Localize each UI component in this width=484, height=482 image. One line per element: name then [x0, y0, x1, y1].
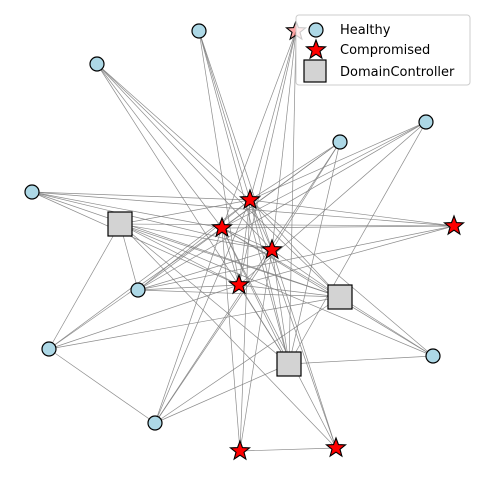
- legend-healthy-marker: [309, 23, 323, 37]
- node-healthy-h2: [90, 57, 104, 71]
- edge-h3-c1: [32, 192, 250, 200]
- edge-h1-c3: [199, 31, 272, 250]
- edge-h9-c2: [155, 228, 222, 423]
- edge-d1-c1: [120, 200, 250, 224]
- edge-d1-d3: [120, 224, 289, 364]
- edge-h2-c2: [97, 64, 222, 228]
- edge-h2-c1: [97, 64, 250, 200]
- edge-d1-d2: [120, 224, 340, 297]
- legend-compromised-label: Compromised: [340, 43, 430, 58]
- edge-h8-d1: [120, 224, 433, 356]
- edge-c7-c1: [250, 200, 336, 448]
- node-compromised-c4: [229, 275, 248, 293]
- edge-h7-h9: [49, 349, 155, 423]
- edge-layer: [32, 31, 454, 451]
- node-healthy-h9: [148, 416, 162, 430]
- node-dc-d3: [277, 352, 301, 376]
- edge-h2-d2: [97, 64, 340, 297]
- node-dc-d1: [108, 212, 132, 236]
- edge-h5-c1: [250, 122, 426, 200]
- edge-c6-c7: [240, 448, 336, 451]
- legend-domaincontroller-label: DomainController: [340, 65, 455, 80]
- node-healthy-h5: [419, 115, 433, 129]
- edge-h8-c1: [250, 200, 433, 356]
- node-dc-d2: [328, 285, 352, 309]
- edge-h4-d3: [289, 142, 340, 364]
- legend: Healthy Compromised DomainController: [296, 15, 470, 85]
- node-layer: [25, 21, 464, 459]
- edge-h7-d1: [49, 224, 120, 349]
- edge-h8-d3: [289, 356, 433, 364]
- node-healthy-h4: [333, 135, 347, 149]
- node-healthy-h3: [25, 185, 39, 199]
- node-compromised-c6: [230, 441, 249, 459]
- legend-healthy-label: Healthy: [340, 23, 391, 38]
- node-healthy-h7: [42, 342, 56, 356]
- edge-c5-c1: [250, 200, 454, 226]
- edge-h5-d3: [289, 122, 426, 364]
- node-compromised-c5: [444, 216, 463, 234]
- node-healthy-h6: [131, 283, 145, 297]
- edge-h3-d2: [32, 192, 340, 297]
- legend-domaincontroller-marker: [304, 60, 326, 82]
- node-healthy-h1: [192, 24, 206, 38]
- node-healthy-h8: [426, 349, 440, 363]
- edge-h8-d2: [340, 297, 433, 356]
- edge-h7-d2: [49, 297, 340, 349]
